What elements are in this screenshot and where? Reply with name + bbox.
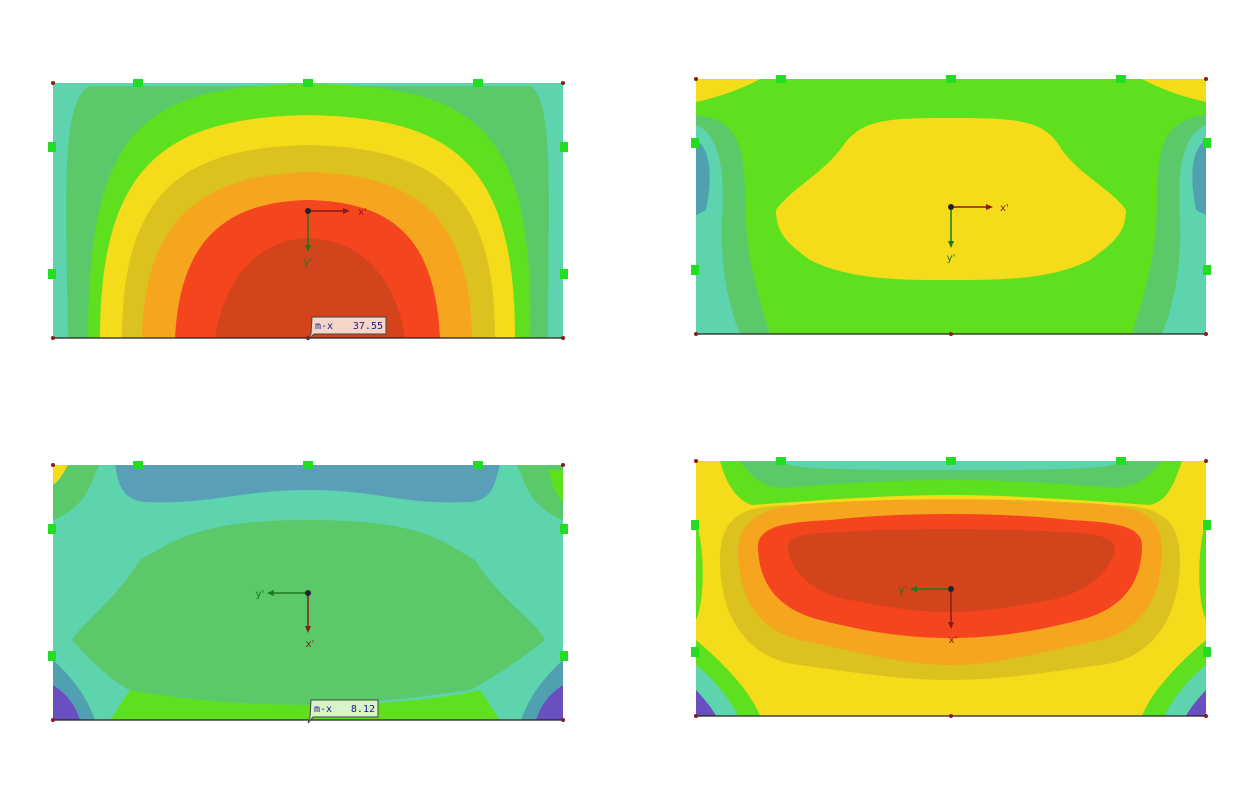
support-markers bbox=[48, 75, 1211, 722]
axis-label: x' bbox=[1000, 203, 1009, 214]
axis-label: y' bbox=[947, 253, 956, 264]
axis-label: x' bbox=[306, 639, 315, 650]
callout-name: m-x bbox=[314, 704, 332, 715]
local-axes: x' y' bbox=[304, 207, 367, 268]
axis-label: y' bbox=[899, 585, 908, 596]
callout-value: 8.12 bbox=[351, 704, 375, 715]
axis-label: x' bbox=[358, 207, 367, 218]
value-callout: m-x 37.55 bbox=[307, 316, 387, 341]
contour-panel bbox=[696, 79, 1206, 335]
axis-label: y' bbox=[256, 589, 265, 600]
value-callout: m-x 8.12 bbox=[307, 699, 379, 724]
axis-label: y' bbox=[304, 257, 313, 268]
axis-label: x' bbox=[949, 635, 958, 646]
local-axes: x' y' bbox=[256, 589, 315, 650]
callout-name: m-x bbox=[315, 321, 333, 332]
callout-value: 37.55 bbox=[353, 321, 383, 332]
local-axes: x' y' bbox=[947, 203, 1009, 264]
contour-panel bbox=[53, 83, 563, 339]
local-axes: x' y' bbox=[899, 585, 958, 646]
